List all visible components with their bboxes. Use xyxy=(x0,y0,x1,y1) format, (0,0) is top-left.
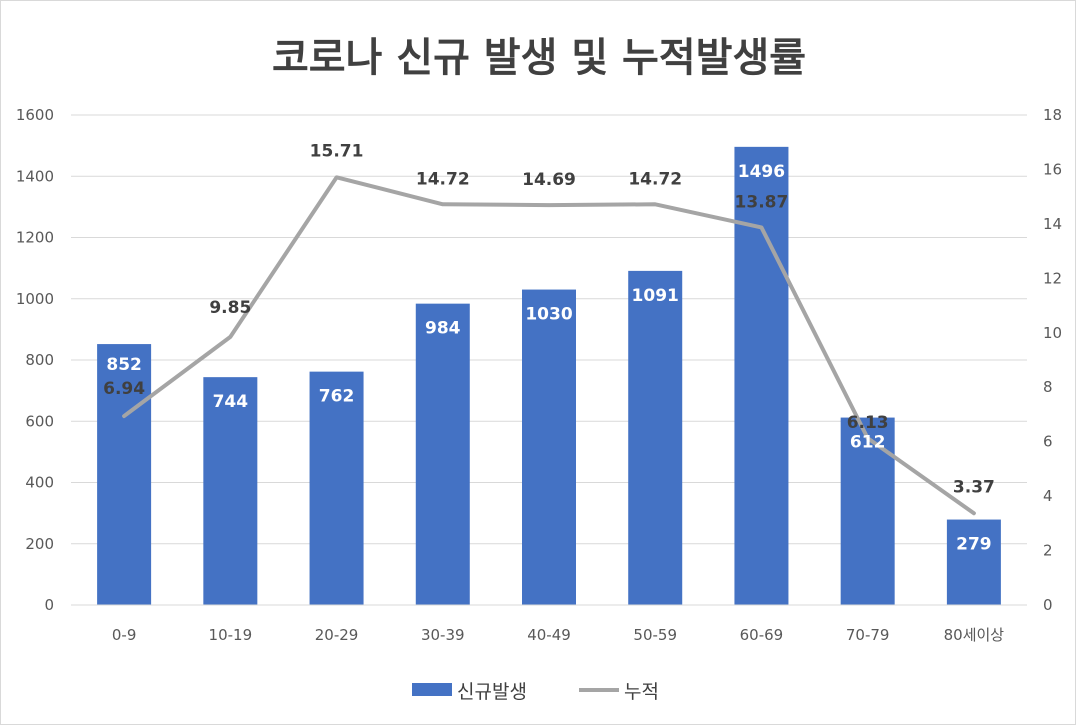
y-right-tick-label: 8 xyxy=(1043,378,1053,396)
x-tick-label: 60-69 xyxy=(740,626,784,644)
line-value-label: 6.13 xyxy=(847,413,889,433)
x-tick-label: 30-39 xyxy=(421,626,465,644)
x-tick-label: 20-29 xyxy=(315,626,359,644)
line-value-label: 6.94 xyxy=(103,379,145,399)
bar xyxy=(522,289,576,605)
y-left-tick-label: 1000 xyxy=(16,290,54,308)
y-left-tick-label: 1400 xyxy=(16,167,54,185)
data-labels: 852 744 762 984 1030 1091 1496 612 279 6.94 9.85 15… xyxy=(103,141,995,554)
y-left-tick-label: 0 xyxy=(44,596,54,614)
legend-line-label: 누적 xyxy=(624,681,659,703)
bar xyxy=(415,303,470,605)
bar xyxy=(734,146,789,605)
line-value-label: 3.37 xyxy=(953,477,995,497)
bar-value-label: 744 xyxy=(213,392,249,412)
line-value-label: 14.72 xyxy=(416,169,470,189)
line-value-label: 13.87 xyxy=(735,192,789,212)
bar-value-label: 1496 xyxy=(738,162,785,182)
x-tick-label: 70-79 xyxy=(846,626,890,644)
bar xyxy=(309,371,364,605)
y-axis-left: 0 200 400 600 800 1000 1200 1400 1600 xyxy=(16,106,54,614)
y-right-tick-label: 2 xyxy=(1043,542,1053,560)
line-value-label: 9.85 xyxy=(209,298,251,318)
x-tick-label: 80세이상 xyxy=(944,626,1005,644)
line-value-label: 14.72 xyxy=(628,169,682,189)
x-tick-label: 10-19 xyxy=(209,626,253,644)
y-right-tick-label: 14 xyxy=(1043,215,1062,233)
x-tick-label: 40-49 xyxy=(527,626,571,644)
bar-value-label: 852 xyxy=(106,355,142,375)
bar-value-label: 1091 xyxy=(632,286,679,306)
y-right-tick-label: 6 xyxy=(1043,433,1053,451)
y-left-tick-label: 400 xyxy=(25,474,54,492)
bar-value-label: 612 xyxy=(850,433,886,453)
x-tick-label: 0-9 xyxy=(112,626,137,644)
y-left-tick-label: 1200 xyxy=(16,229,54,247)
legend-bar-swatch xyxy=(412,683,452,696)
line-value-label: 15.71 xyxy=(310,141,364,161)
y-right-tick-label: 10 xyxy=(1043,324,1062,342)
bar-value-label: 279 xyxy=(956,535,992,555)
bar-series xyxy=(97,146,1001,605)
y-right-tick-label: 12 xyxy=(1043,269,1062,287)
y-right-tick-label: 0 xyxy=(1043,596,1053,614)
legend-bar-label: 신규발생 xyxy=(457,681,527,703)
bar xyxy=(203,377,258,605)
y-right-tick-label: 18 xyxy=(1043,106,1062,124)
y-left-tick-label: 1600 xyxy=(16,106,54,124)
bar-value-label: 762 xyxy=(319,387,355,407)
bar xyxy=(628,270,683,605)
y-axis-right: 0 2 4 6 8 10 12 14 16 18 xyxy=(1043,106,1062,614)
bar-value-label: 984 xyxy=(425,319,461,339)
y-left-tick-label: 800 xyxy=(25,351,54,369)
bar xyxy=(946,519,1001,605)
bar-value-label: 1030 xyxy=(525,305,572,325)
y-right-tick-label: 4 xyxy=(1043,487,1053,505)
y-left-tick-label: 600 xyxy=(25,412,54,430)
chart-title: 코로나 신규 발생 및 누적발생률 xyxy=(272,35,806,81)
bar xyxy=(97,344,152,605)
x-tick-label: 50-59 xyxy=(633,626,677,644)
line-series xyxy=(122,175,976,516)
series-line xyxy=(122,175,976,516)
x-axis: 0-9 10-19 20-29 30-39 40-49 50-59 60-69 70-79 80… xyxy=(71,604,1027,644)
y-right-tick-label: 16 xyxy=(1043,160,1062,178)
line-value-label: 14.69 xyxy=(522,170,576,190)
y-left-tick-label: 200 xyxy=(25,535,54,553)
legend: 신규발생 누적 xyxy=(412,681,659,703)
